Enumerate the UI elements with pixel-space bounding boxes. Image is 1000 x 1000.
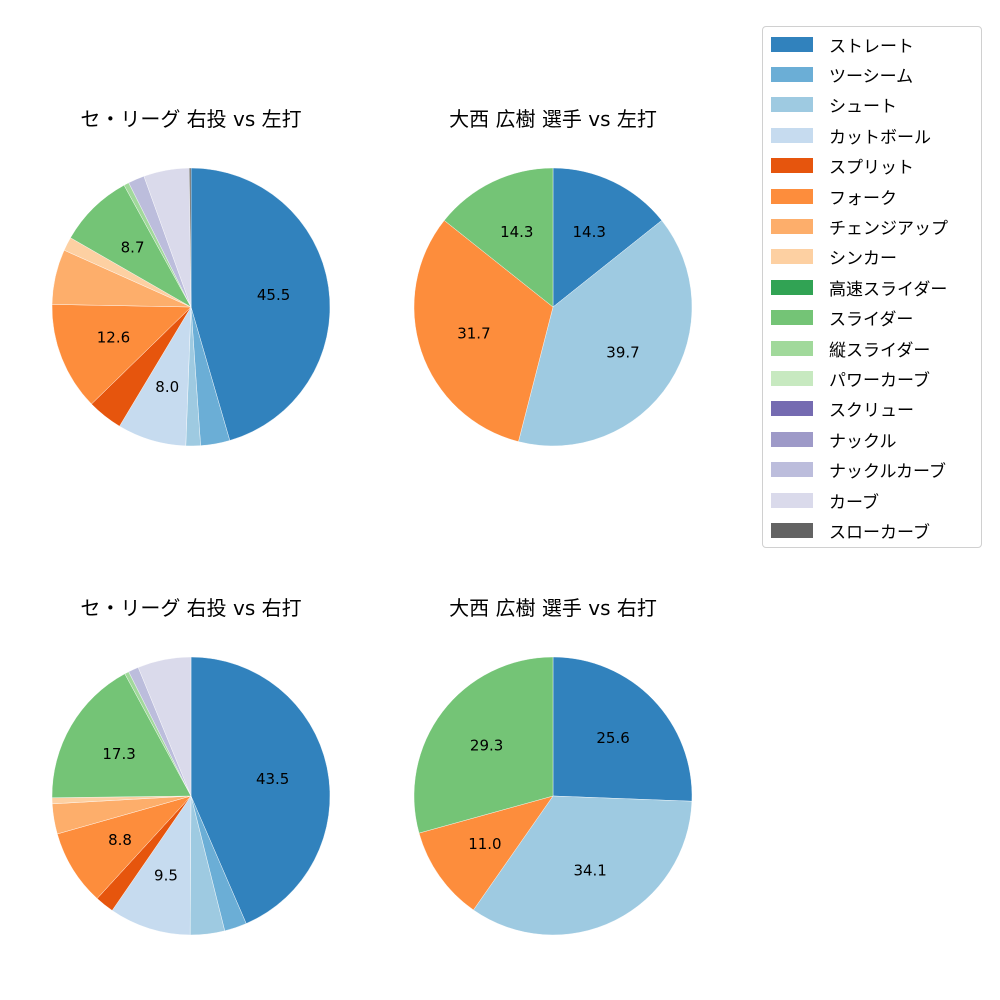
legend-label: 高速スライダー bbox=[829, 279, 948, 300]
slice-value-label: 8.0 bbox=[155, 378, 179, 396]
legend-item: ストレート bbox=[771, 33, 914, 57]
slice-value-label: 8.7 bbox=[121, 238, 145, 256]
pie-slice bbox=[552, 167, 663, 308]
legend-label: パワーカーブ bbox=[829, 370, 930, 391]
legend-item: シュート bbox=[771, 94, 897, 118]
slice-value-label: 14.3 bbox=[500, 223, 533, 241]
legend-swatch bbox=[771, 492, 813, 508]
pie-chart-league-vs-left: 45.5 8.0 12.6 8.7 bbox=[51, 167, 331, 447]
legend-swatch bbox=[771, 370, 813, 386]
legend-item: フォーク bbox=[771, 185, 897, 209]
pie-slice bbox=[418, 795, 554, 911]
slice-value-label: 25.6 bbox=[596, 729, 629, 747]
legend-swatch bbox=[771, 401, 813, 417]
legend-item: スクリュー bbox=[771, 398, 914, 422]
legend-swatch bbox=[771, 158, 813, 174]
slice-value-label: 39.7 bbox=[606, 343, 639, 361]
pie-slice bbox=[413, 220, 554, 442]
pie-slice bbox=[443, 167, 554, 308]
chart-title: セ・リーグ 右投 vs 右打 bbox=[80, 596, 302, 620]
legend-swatch bbox=[771, 340, 813, 356]
legend-swatch bbox=[771, 218, 813, 234]
legend-item: チェンジアップ bbox=[771, 215, 948, 239]
legend-swatch bbox=[771, 431, 813, 447]
pie-slice bbox=[518, 220, 693, 447]
slice-value-label: 9.5 bbox=[154, 867, 178, 885]
legend-item: 高速スライダー bbox=[771, 276, 948, 300]
legend-label: シュート bbox=[829, 97, 897, 118]
pie-chart-player-vs-right: 25.6 34.1 11.0 29.3 bbox=[413, 656, 693, 936]
legend-item: スライダー bbox=[771, 307, 914, 331]
legend-swatch bbox=[771, 462, 813, 478]
chart-title: 大西 広樹 選手 vs 右打 bbox=[449, 596, 657, 620]
legend-label: フォーク bbox=[829, 188, 897, 209]
legend-item: カットボール bbox=[771, 124, 931, 148]
legend-label: ストレート bbox=[829, 36, 914, 57]
slice-value-label: 12.6 bbox=[97, 329, 130, 347]
chart-title: セ・リーグ 右投 vs 左打 bbox=[80, 107, 302, 131]
legend-item: スローカーブ bbox=[771, 519, 930, 543]
slice-value-label: 45.5 bbox=[257, 286, 290, 304]
legend-swatch bbox=[771, 310, 813, 326]
legend-label: チェンジアップ bbox=[829, 218, 948, 239]
legend-swatch bbox=[771, 36, 813, 52]
pie-chart-player-vs-left: 14.3 39.7 31.7 14.3 bbox=[413, 167, 693, 447]
legend-label: シンカー bbox=[829, 249, 897, 270]
slice-value-label: 8.8 bbox=[108, 831, 132, 849]
pie-slice bbox=[111, 795, 192, 936]
pie-slice bbox=[190, 167, 331, 441]
legend-item: ナックルカーブ bbox=[771, 459, 946, 483]
legend-label: スライダー bbox=[829, 310, 914, 331]
legend-label: ツーシーム bbox=[829, 66, 914, 87]
slice-value-label: 14.3 bbox=[573, 223, 606, 241]
legend-label: 縦スライダー bbox=[829, 340, 931, 361]
legend-item: パワーカーブ bbox=[771, 367, 930, 391]
legend-swatch bbox=[771, 127, 813, 143]
legend: ストレートツーシームシュートカットボール スプリットフォークチェンジアップ シンカー… bbox=[762, 26, 982, 548]
legend-label: スプリット bbox=[829, 158, 914, 179]
legend-swatch bbox=[771, 522, 813, 538]
legend-label: スローカーブ bbox=[829, 522, 930, 543]
pie-slice bbox=[137, 656, 192, 797]
slice-value-label: 43.5 bbox=[256, 770, 289, 788]
legend-item: カーブ bbox=[771, 489, 879, 513]
pie-slice bbox=[51, 304, 192, 405]
legend-label: カットボール bbox=[829, 127, 931, 148]
slice-value-label: 34.1 bbox=[573, 862, 606, 880]
legend-label: ナックル bbox=[829, 431, 897, 452]
legend-item: シンカー bbox=[771, 246, 897, 270]
legend-label: ナックルカーブ bbox=[829, 462, 946, 483]
legend-label: スクリュー bbox=[829, 401, 914, 422]
legend-item: スプリット bbox=[771, 155, 914, 179]
legend-item: ナックル bbox=[771, 428, 897, 452]
legend-item: ツーシーム bbox=[771, 63, 914, 87]
chart-title: 大西 広樹 選手 vs 左打 bbox=[449, 107, 657, 131]
pie-slice bbox=[473, 795, 693, 936]
legend-swatch bbox=[771, 279, 813, 295]
legend-item: 縦スライダー bbox=[771, 337, 931, 361]
legend-swatch bbox=[771, 97, 813, 113]
slice-value-label: 11.0 bbox=[468, 835, 501, 853]
slice-value-label: 31.7 bbox=[457, 325, 490, 343]
legend-swatch bbox=[771, 249, 813, 265]
legend-swatch bbox=[771, 66, 813, 82]
pie-slice bbox=[413, 656, 554, 834]
pie-slice bbox=[51, 673, 192, 798]
legend-swatch bbox=[771, 188, 813, 204]
slice-value-label: 29.3 bbox=[470, 737, 503, 755]
pie-chart-league-vs-right: 43.5 9.5 8.8 17.3 bbox=[51, 656, 331, 936]
legend-label: カーブ bbox=[829, 492, 879, 513]
pie-slice bbox=[190, 656, 331, 924]
pie-slice bbox=[189, 167, 192, 308]
slice-value-label: 17.3 bbox=[102, 745, 135, 763]
pie-slice bbox=[552, 656, 693, 802]
